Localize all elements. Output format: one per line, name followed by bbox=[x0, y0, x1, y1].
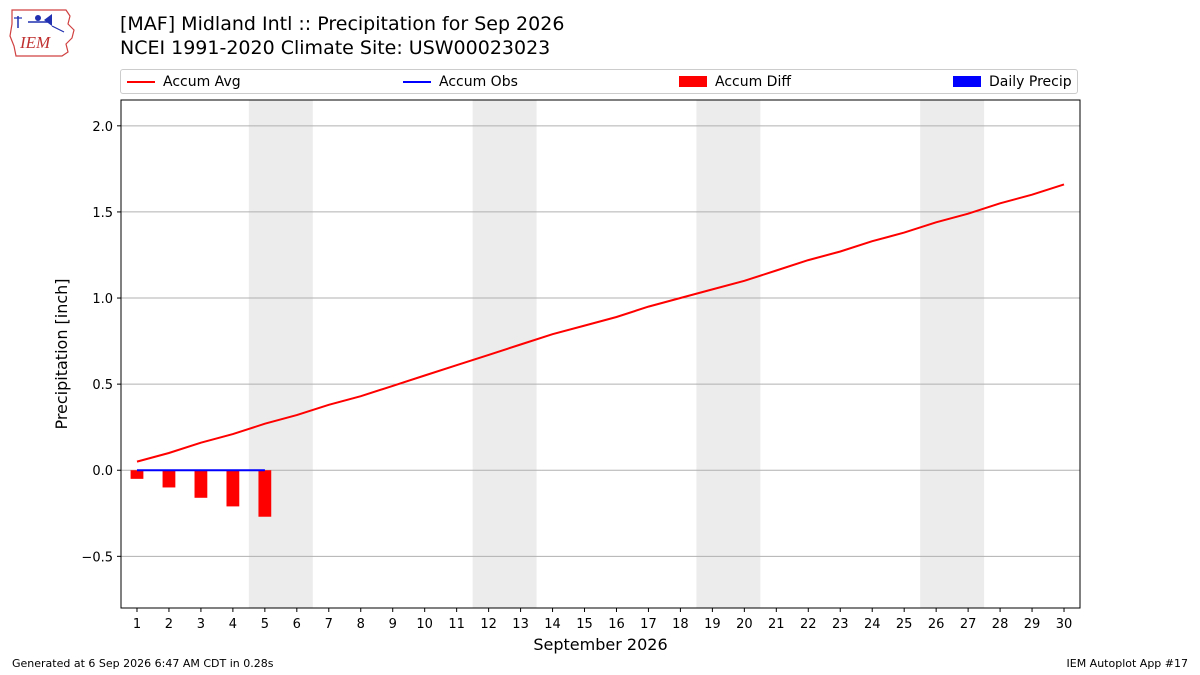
x-tick-label-6: 6 bbox=[293, 617, 301, 632]
legend-label-accum-diff: Accum Diff bbox=[715, 74, 792, 90]
x-tick-label-21: 21 bbox=[768, 617, 785, 632]
x-tick-label-9: 9 bbox=[389, 617, 397, 632]
chart-title-block: [MAF] Midland Intl :: Precipitation for … bbox=[120, 12, 564, 60]
y-tick-label-2: 0.5 bbox=[92, 378, 113, 393]
x-tick-label-28: 28 bbox=[992, 617, 1009, 632]
x-tick-label-24: 24 bbox=[864, 617, 881, 632]
x-tick-label-12: 12 bbox=[480, 617, 497, 632]
x-tick-label-19: 19 bbox=[704, 617, 721, 632]
bar-accum-diff-day-4 bbox=[226, 470, 240, 507]
bar-accum-diff-day-5 bbox=[258, 470, 272, 517]
x-tick-label-1: 1 bbox=[133, 617, 141, 632]
plot-frame bbox=[120, 99, 1081, 609]
x-tick-label-10: 10 bbox=[416, 617, 433, 632]
iem-iowa-logo-icon: IEM bbox=[9, 9, 75, 57]
iem-logo: IEM bbox=[8, 6, 80, 60]
x-tick-label-2: 2 bbox=[165, 617, 173, 632]
x-tick-label-13: 13 bbox=[512, 617, 529, 632]
x-tick-label-23: 23 bbox=[832, 617, 849, 632]
x-tick-label-27: 27 bbox=[960, 617, 977, 632]
axes bbox=[117, 99, 1081, 612]
chart-title: [MAF] Midland Intl :: Precipitation for … bbox=[120, 13, 565, 35]
bar-accum-diff-day-2 bbox=[162, 470, 176, 488]
weekend-shade-3 bbox=[696, 100, 761, 608]
x-tick-label-30: 30 bbox=[1056, 617, 1073, 632]
weekend-shade-2 bbox=[472, 100, 537, 608]
x-tick-label-22: 22 bbox=[800, 617, 817, 632]
x-tick-label-7: 7 bbox=[325, 617, 333, 632]
legend: Accum Avg Accum Obs Accum Diff Daily Pre… bbox=[120, 69, 1078, 94]
y-tick-label-4: 1.5 bbox=[92, 206, 113, 221]
x-axis-label: September 2026 bbox=[533, 635, 667, 654]
x-tick-label-11: 11 bbox=[448, 617, 465, 632]
y-tick-label-1: 0.0 bbox=[92, 464, 113, 479]
y-axis-label: Precipitation [inch] bbox=[52, 278, 71, 429]
line-accum-avg bbox=[136, 183, 1065, 463]
x-tick-label-25: 25 bbox=[896, 617, 913, 632]
logo-text: IEM bbox=[19, 33, 51, 52]
app-id-label: IEM Autoplot App #17 bbox=[1066, 657, 1189, 670]
x-tick-label-3: 3 bbox=[197, 617, 205, 632]
accum-diff-bars bbox=[130, 470, 272, 517]
x-tick-label-29: 29 bbox=[1024, 617, 1041, 632]
bar-accum-diff-day-3 bbox=[194, 470, 208, 498]
tick-labels: −0.50.00.51.01.52.01 2 3 4 5 6 7 8 9 10 11 12 13 14 15… bbox=[81, 120, 1072, 632]
x-tick-label-15: 15 bbox=[576, 617, 593, 632]
x-tick-label-26: 26 bbox=[928, 617, 945, 632]
legend-swatch-accum-obs bbox=[403, 81, 431, 83]
x-tick-label-16: 16 bbox=[608, 617, 625, 632]
generated-timestamp: Generated at 6 Sep 2026 6:47 AM CDT in 0… bbox=[12, 657, 274, 670]
weekend-shade-1 bbox=[248, 100, 313, 608]
x-tick-label-5: 5 bbox=[261, 617, 269, 632]
series-lines bbox=[136, 183, 1065, 472]
legend-label-daily-precip: Daily Precip bbox=[989, 74, 1072, 90]
x-tick-label-8: 8 bbox=[357, 617, 365, 632]
y-tick-label-0: −0.5 bbox=[81, 550, 113, 565]
weekend-shade-4 bbox=[920, 100, 985, 608]
x-tick-label-17: 17 bbox=[640, 617, 657, 632]
legend-swatch-daily-precip bbox=[953, 76, 981, 87]
y-tick-label-3: 1.0 bbox=[92, 292, 113, 307]
x-tick-label-20: 20 bbox=[736, 617, 753, 632]
legend-label-accum-avg: Accum Avg bbox=[163, 74, 241, 90]
chart-subtitle: NCEI 1991-2020 Climate Site: USW00023023 bbox=[120, 37, 551, 59]
legend-swatch-accum-diff bbox=[679, 76, 707, 87]
x-tick-label-14: 14 bbox=[544, 617, 561, 632]
x-tick-label-18: 18 bbox=[672, 617, 689, 632]
y-tick-label-5: 2.0 bbox=[92, 120, 113, 135]
x-tick-label-4: 4 bbox=[229, 617, 237, 632]
legend-label-accum-obs: Accum Obs bbox=[439, 74, 518, 90]
bar-accum-diff-day-1 bbox=[130, 470, 144, 479]
horizontal-gridlines bbox=[121, 125, 1080, 557]
weekend-shading bbox=[248, 100, 985, 608]
legend-swatch-accum-avg bbox=[127, 81, 155, 83]
